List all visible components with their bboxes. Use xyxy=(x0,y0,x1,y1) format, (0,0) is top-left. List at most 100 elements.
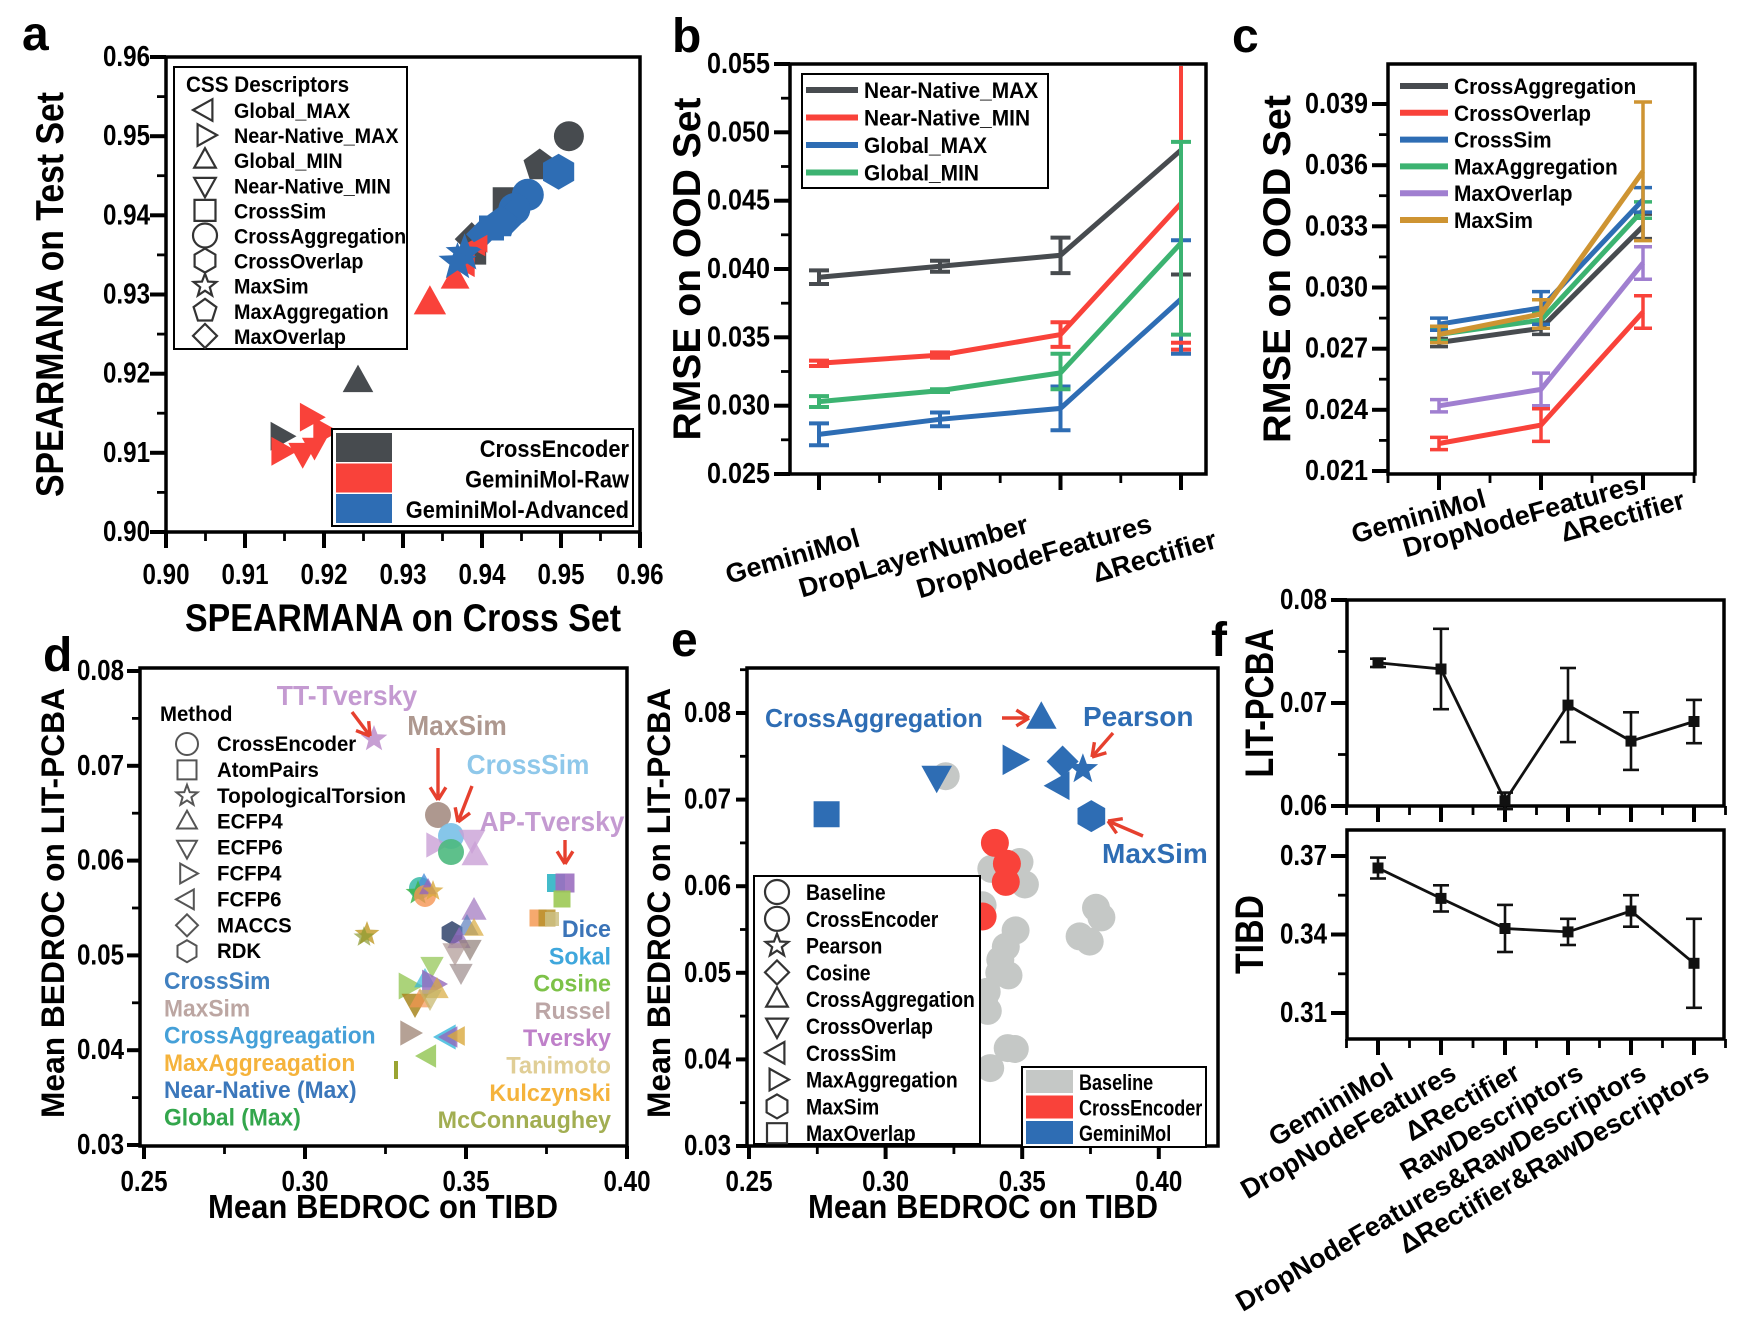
svg-text:0.05: 0.05 xyxy=(684,957,731,989)
svg-text:Near-Native_MAX: Near-Native_MAX xyxy=(234,125,399,148)
svg-text:Tversky: Tversky xyxy=(523,1025,612,1052)
svg-text:0.30: 0.30 xyxy=(282,1166,329,1198)
svg-text:0.033: 0.033 xyxy=(1305,210,1368,242)
svg-text:CrossAggregation: CrossAggregation xyxy=(1454,74,1636,99)
svg-text:Global (Max): Global (Max) xyxy=(164,1105,301,1132)
svg-text:Baseline: Baseline xyxy=(1079,1070,1153,1095)
svg-text:0.94: 0.94 xyxy=(103,199,150,231)
svg-text:CrossSim: CrossSim xyxy=(467,749,590,780)
svg-text:MaxSim: MaxSim xyxy=(806,1094,879,1119)
svg-text:0.039: 0.039 xyxy=(1305,88,1368,120)
svg-text:MaxSim: MaxSim xyxy=(1454,208,1533,233)
svg-text:0.06: 0.06 xyxy=(77,845,124,877)
svg-text:0.95: 0.95 xyxy=(103,120,150,152)
svg-text:0.90: 0.90 xyxy=(103,516,150,548)
svg-text:0.07: 0.07 xyxy=(684,784,731,816)
svg-text:Near-Native (Max): Near-Native (Max) xyxy=(164,1077,357,1104)
svg-text:0.90: 0.90 xyxy=(143,559,190,591)
svg-text:Near-Native_MIN: Near-Native_MIN xyxy=(234,175,391,198)
svg-text:GeminiMol-Raw: GeminiMol-Raw xyxy=(465,467,629,494)
svg-text:0.95: 0.95 xyxy=(538,559,585,591)
svg-text:0.021: 0.021 xyxy=(1305,455,1368,487)
svg-text:CrossAggreagation: CrossAggreagation xyxy=(164,1023,376,1050)
svg-text:MaxAggreagation: MaxAggreagation xyxy=(164,1050,355,1077)
svg-text:TT-Tversky: TT-Tversky xyxy=(277,680,418,711)
svg-text:0.04: 0.04 xyxy=(684,1043,731,1075)
svg-text:LIT-PCBA: LIT-PCBA xyxy=(1238,629,1282,778)
svg-text:Tanimoto: Tanimoto xyxy=(506,1053,611,1080)
svg-text:Dice: Dice xyxy=(562,916,611,943)
svg-text:Cosine: Cosine xyxy=(806,960,871,985)
svg-text:CrossAggregation: CrossAggregation xyxy=(765,703,983,733)
svg-text:GeminiMol-Advanced: GeminiMol-Advanced xyxy=(406,497,629,524)
svg-text:Mean BEDROC on LIT-PCBA: Mean BEDROC on LIT-PCBA xyxy=(35,688,71,1118)
svg-text:c: c xyxy=(1232,10,1259,63)
svg-text:FCFP4: FCFP4 xyxy=(217,863,282,886)
svg-text:CrossSim: CrossSim xyxy=(234,200,326,223)
svg-text:TIBD: TIBD xyxy=(1228,895,1272,974)
svg-text:Near-Native_MAX: Near-Native_MAX xyxy=(864,78,1039,103)
svg-text:Kulczynski: Kulczynski xyxy=(489,1080,611,1107)
svg-text:TopologicalTorsion: TopologicalTorsion xyxy=(217,785,406,808)
svg-text:RDK: RDK xyxy=(217,940,261,963)
svg-text:CrossEncoder: CrossEncoder xyxy=(480,436,629,463)
svg-text:0.030: 0.030 xyxy=(1305,272,1368,304)
svg-text:0.93: 0.93 xyxy=(380,559,427,591)
svg-text:0.06: 0.06 xyxy=(1280,790,1327,822)
svg-text:Mean BEDROC on TIBD: Mean BEDROC on TIBD xyxy=(208,1188,558,1225)
svg-text:MaxAggregation: MaxAggregation xyxy=(234,301,389,324)
svg-text:Russel: Russel xyxy=(535,998,611,1025)
svg-text:0.91: 0.91 xyxy=(103,437,150,469)
svg-text:0.08: 0.08 xyxy=(77,655,124,687)
svg-text:0.03: 0.03 xyxy=(77,1129,124,1161)
svg-text:MACCS: MACCS xyxy=(217,914,292,937)
svg-text:CrossOverlap: CrossOverlap xyxy=(806,1014,933,1039)
svg-text:ECFP4: ECFP4 xyxy=(217,811,283,834)
svg-text:0.05: 0.05 xyxy=(77,939,124,971)
svg-text:SPEARMANA on Test Set: SPEARMANA on Test Set xyxy=(29,92,72,497)
svg-text:0.050: 0.050 xyxy=(707,116,770,148)
svg-text:0.93: 0.93 xyxy=(103,279,150,311)
svg-text:Global_MIN: Global_MIN xyxy=(864,161,979,186)
svg-text:Near-Native_MIN: Near-Native_MIN xyxy=(864,106,1030,131)
svg-text:Global_MIN: Global_MIN xyxy=(234,150,343,173)
svg-text:0.35: 0.35 xyxy=(999,1166,1046,1198)
svg-text:Cosine: Cosine xyxy=(533,971,611,998)
svg-text:0.027: 0.027 xyxy=(1305,333,1368,365)
svg-text:Baseline: Baseline xyxy=(806,880,886,905)
svg-text:MaxSim: MaxSim xyxy=(1102,838,1208,869)
svg-text:0.055: 0.055 xyxy=(707,48,770,80)
svg-text:Method: Method xyxy=(160,703,232,726)
svg-text:d: d xyxy=(43,629,72,682)
svg-text:f: f xyxy=(1211,614,1228,667)
svg-text:CrossAggregation: CrossAggregation xyxy=(234,226,406,249)
svg-text:Global_MAX: Global_MAX xyxy=(234,100,350,123)
svg-text:Pearson: Pearson xyxy=(806,934,882,959)
svg-text:0.04: 0.04 xyxy=(77,1034,124,1066)
svg-text:Mean BEDROC on TIBD: Mean BEDROC on TIBD xyxy=(808,1188,1158,1225)
svg-text:MaxAggregation: MaxAggregation xyxy=(806,1068,958,1093)
svg-text:CrossEncoder: CrossEncoder xyxy=(217,733,356,756)
svg-text:GeminiMol: GeminiMol xyxy=(1079,1121,1171,1146)
svg-text:SPEARMANA on Cross Set: SPEARMANA on Cross Set xyxy=(185,597,621,640)
svg-text:Mean BEDROC on LIT-PCBA: Mean BEDROC on LIT-PCBA xyxy=(641,688,677,1118)
svg-text:0.03: 0.03 xyxy=(684,1130,731,1162)
svg-text:MaxAggregation: MaxAggregation xyxy=(1454,154,1618,179)
svg-text:ECFP6: ECFP6 xyxy=(217,837,283,860)
svg-text:0.08: 0.08 xyxy=(1280,584,1327,616)
svg-text:FCFP6: FCFP6 xyxy=(217,888,282,911)
svg-text:0.37: 0.37 xyxy=(1280,840,1327,872)
svg-text:MaxSim: MaxSim xyxy=(407,710,506,741)
svg-text:MaxSim: MaxSim xyxy=(164,995,250,1022)
svg-text:CrossEncoder: CrossEncoder xyxy=(1079,1096,1203,1121)
svg-text:RMSE on OOD Set: RMSE on OOD Set xyxy=(1256,95,1299,443)
svg-text:0.94: 0.94 xyxy=(459,559,506,591)
svg-text:MaxSim: MaxSim xyxy=(234,276,309,299)
svg-text:0.025: 0.025 xyxy=(707,458,770,490)
svg-text:MaxOverlap: MaxOverlap xyxy=(234,326,346,349)
svg-text:0.07: 0.07 xyxy=(1280,687,1327,719)
svg-text:AP-Tversky: AP-Tversky xyxy=(480,806,625,837)
svg-text:0.92: 0.92 xyxy=(301,559,348,591)
svg-text:0.07: 0.07 xyxy=(77,750,124,782)
svg-text:0.024: 0.024 xyxy=(1305,394,1368,426)
